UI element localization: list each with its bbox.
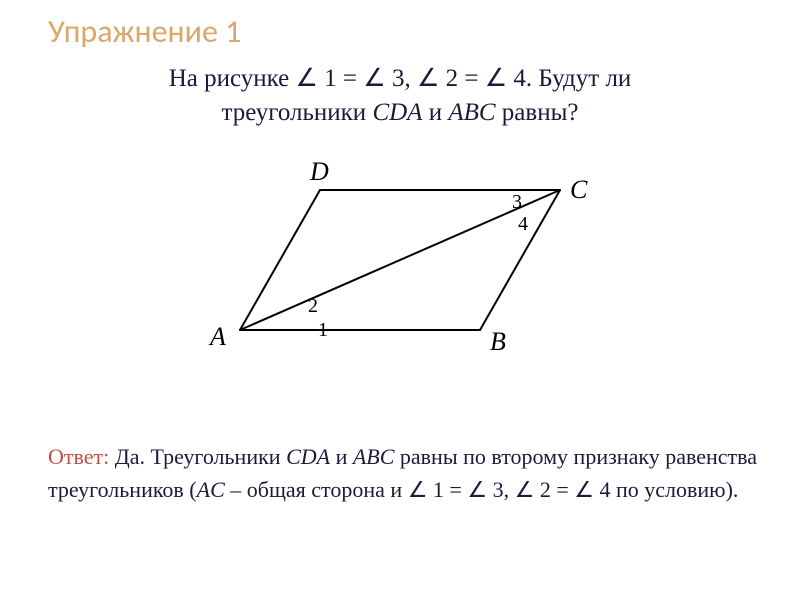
vertex-labels: A B C D — [208, 157, 588, 356]
triangle-abc: ABC — [448, 99, 495, 126]
answer-prefix: Ответ: — [48, 444, 109, 469]
angle-symbol: ∠ — [295, 65, 317, 92]
problem-part: 4. Будут ли — [507, 65, 631, 92]
answer-part: 4 по условию). — [594, 477, 738, 502]
problem-part: На рисунке — [169, 65, 296, 92]
answer-part: Да. Треугольники — [109, 444, 286, 469]
side-ac: AC — [197, 477, 225, 502]
problem-part: 3, — [386, 65, 417, 92]
svg-text:B: B — [490, 327, 506, 356]
svg-text:4: 4 — [518, 213, 528, 235]
angle-symbol: ∠ — [363, 65, 385, 92]
svg-text:D: D — [309, 157, 329, 186]
figure-svg: A B C D 21 34 — [200, 150, 600, 370]
angle-symbol: ∠ — [467, 477, 487, 502]
answer-part: и — [330, 444, 353, 469]
angle-symbol: ∠ — [408, 477, 428, 502]
answer-text: Ответ: Да. Треугольники CDA и ABC равны … — [48, 440, 758, 506]
svg-text:2: 2 — [308, 295, 318, 317]
problem-part: треугольники — [222, 99, 373, 126]
angle-symbol: ∠ — [574, 477, 594, 502]
svg-text:C: C — [570, 175, 588, 204]
answer-part: 2 = — [534, 477, 574, 502]
problem-part: и — [422, 99, 448, 126]
angle-labels: 21 34 — [308, 191, 528, 341]
problem-text: На рисунке ∠ 1 = ∠ 3, ∠ 2 = ∠ 4. Будут л… — [0, 62, 800, 130]
angle-symbol: ∠ — [515, 477, 535, 502]
triangle-abc: ABC — [353, 444, 395, 469]
problem-part: равны? — [496, 99, 579, 126]
answer-part: – общая сторона и — [225, 477, 408, 502]
answer-part: 1 = — [427, 477, 467, 502]
angle-symbol: ∠ — [417, 65, 439, 92]
triangle-cda: CDA — [372, 99, 422, 126]
exercise-title: Упражнение 1 — [48, 12, 241, 51]
svg-text:3: 3 — [512, 191, 522, 213]
svg-text:A: A — [208, 322, 226, 351]
triangle-cda: CDA — [286, 444, 330, 469]
problem-part: 1 = — [318, 65, 363, 92]
answer-part: 3, — [487, 477, 515, 502]
problem-part: 2 = — [439, 65, 484, 92]
svg-text:1: 1 — [318, 319, 328, 341]
geometry-figure: A B C D 21 34 — [200, 150, 600, 370]
angle-symbol: ∠ — [485, 65, 507, 92]
